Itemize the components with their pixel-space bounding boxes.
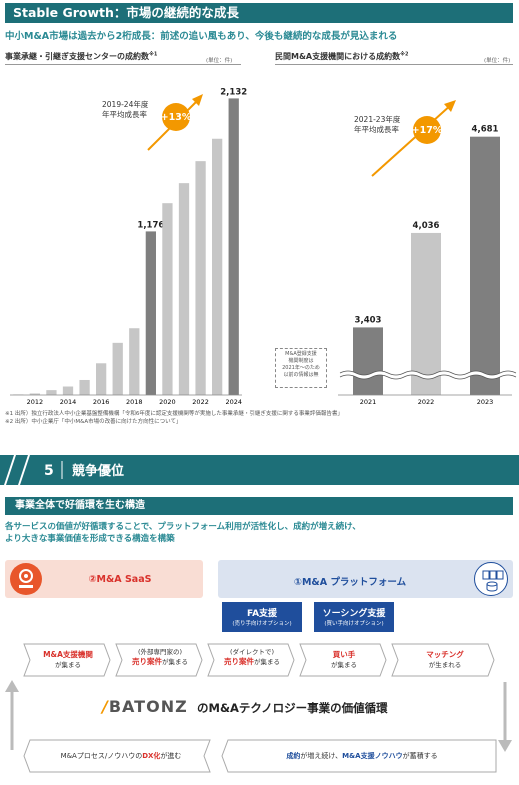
chart1-bar-2017 xyxy=(112,342,123,395)
chart2-bar-2022 xyxy=(411,232,441,395)
flow-step-4: 買い手 が集まる xyxy=(331,650,357,669)
chart1-tick-2020: 2020 xyxy=(159,398,176,406)
chart2-trend-arrow xyxy=(371,103,453,177)
bottom-left-text: M&Aプロセス/ノウハウのDX化が進む xyxy=(60,752,182,760)
flow-step-5: マッチング が生まれる xyxy=(426,650,464,669)
section5-header: 5 競争優位 xyxy=(0,455,519,485)
bottom-chevrons xyxy=(23,739,497,773)
chart2-bar-2021 xyxy=(353,327,383,395)
chart2-note: M&A登録支援 機関制度は 2021年～のため 以前の情報は無 xyxy=(275,348,327,388)
chart2-value-2022: 4,036 xyxy=(413,221,440,231)
sub-title: 事業全体で好循環を生む構造 xyxy=(5,497,513,515)
chart1-value-2024: 2,132 xyxy=(220,87,247,97)
chart1-bar-2012 xyxy=(29,393,40,395)
chart2-tick-2023: 2023 xyxy=(477,398,494,406)
chart1-bar-2024 xyxy=(228,98,239,396)
bottom-right-text: 成約が増え続け、M&A支援ノウハウが蓄積する xyxy=(286,752,438,760)
chart2-value-2021: 3,403 xyxy=(355,315,382,325)
chart2-tick-2021: 2021 xyxy=(360,398,377,406)
chart1-value-2019: 1,176 xyxy=(137,220,164,230)
chart2-unit: (単位：件) xyxy=(484,58,511,64)
chart1-tick-2022: 2022 xyxy=(192,398,209,406)
chart2-axis-break xyxy=(339,371,517,379)
batonz-logo: /BATONZ xyxy=(102,697,188,716)
chart2-cagr-label: 2021-23年度 年平均成長率 xyxy=(354,115,401,134)
chart1-bar-2020 xyxy=(162,203,173,395)
saas-gear-icon xyxy=(10,563,42,595)
flow-chevrons xyxy=(23,643,495,677)
saas-label: ②M&A SaaS xyxy=(88,574,152,585)
chart2-svg: 3,403 2021 4,036 2022 4,681 2023 xyxy=(338,100,517,406)
chart1-tick-2014: 2014 xyxy=(60,398,77,406)
cycle-arrows xyxy=(5,680,512,752)
section-title: Stable Growth：市場の継続的な成長 xyxy=(5,3,513,23)
chart1-bar-2015 xyxy=(79,379,90,395)
lead-text: 中小M&A市場は過去から2桁成長：前述の追い風もあり、今後も継続的な成長が見込ま… xyxy=(5,31,398,42)
section5-title: 競争優位 xyxy=(72,463,124,479)
chart1-tick-2024: 2024 xyxy=(225,398,242,406)
chart1-svg: 2012 2014 2016 2018 1,176 2020 2022 2,132 2024 xyxy=(10,87,247,406)
chart1-rule xyxy=(5,64,241,65)
chart1-bar-2023 xyxy=(212,138,223,396)
flow-step-1: M&A支援機関 が集まる xyxy=(43,650,93,669)
chart1-bar-2019 xyxy=(145,231,156,395)
chart1-tick-2018: 2018 xyxy=(126,398,143,406)
chart2-axis-break-line xyxy=(339,370,517,376)
chart1-bar-2016 xyxy=(96,363,107,395)
section5-number: 5 xyxy=(44,463,54,479)
chart2-rule xyxy=(275,64,513,65)
platform-label: ①M&A プラットフォーム xyxy=(293,577,407,588)
footnote-2: ※2 出所）中小企業庁「中小M&A市場の改善に向けた方向性について」 xyxy=(5,419,182,425)
chart1-arrow-head xyxy=(192,94,203,106)
chart1-title: 事業承継・引継ぎ支援センターの成約数※1 xyxy=(5,51,158,61)
chart2-axis-break-line2 xyxy=(339,374,517,380)
platform-database-icon xyxy=(474,562,508,596)
option-sourcing-support: ソーシング支援 (買い手向けオプション) xyxy=(314,602,394,632)
chart1-bar-2021 xyxy=(178,183,190,395)
chart2-cagr-badge: +17% xyxy=(412,116,442,144)
chart2-tick-2022: 2022 xyxy=(418,398,435,406)
chart1-bar-2013 xyxy=(46,390,57,395)
chart1-cagr-badge: +13% xyxy=(161,103,191,131)
chart1-bar-2014 xyxy=(62,386,74,395)
cycle-title: のM&Aテクノロジー事業の価値循環 xyxy=(197,701,388,715)
chart1-tick-2016: 2016 xyxy=(93,398,110,406)
chart1-tick-2012: 2012 xyxy=(27,398,44,406)
chart2-arrow-head xyxy=(444,100,456,112)
chart2-title: 民間M&A支援機関における成約数※2 xyxy=(275,51,409,61)
chart1-unit: (単位：件) xyxy=(206,58,233,64)
chart1-bar-2022 xyxy=(195,161,206,395)
chart1-bar-2018 xyxy=(129,328,140,395)
flow-step-3: (ダイレクトで) 売り案件が集まる xyxy=(224,648,280,666)
sub-lead: 各サービスの価値が好循環することで、プラットフォーム利用が活性化し、成約が増え続… xyxy=(5,522,361,544)
option-fa-support: FA支援 (売り手向けオプション) xyxy=(222,602,302,632)
chart1-cagr-label: 2019-24年度 年平均成長率 xyxy=(102,100,149,119)
flow-step-2: (外部専門家の) 売り案件が集まる xyxy=(132,648,188,666)
platform-box xyxy=(218,560,513,598)
chart2-value-2023: 4,681 xyxy=(472,125,499,135)
footnote-1: ※1 出所）独立行政法人中小企業基盤整備機構「令和6年度に認定支援機関等が実施し… xyxy=(5,411,343,417)
chart2-bar-2023 xyxy=(470,136,500,396)
